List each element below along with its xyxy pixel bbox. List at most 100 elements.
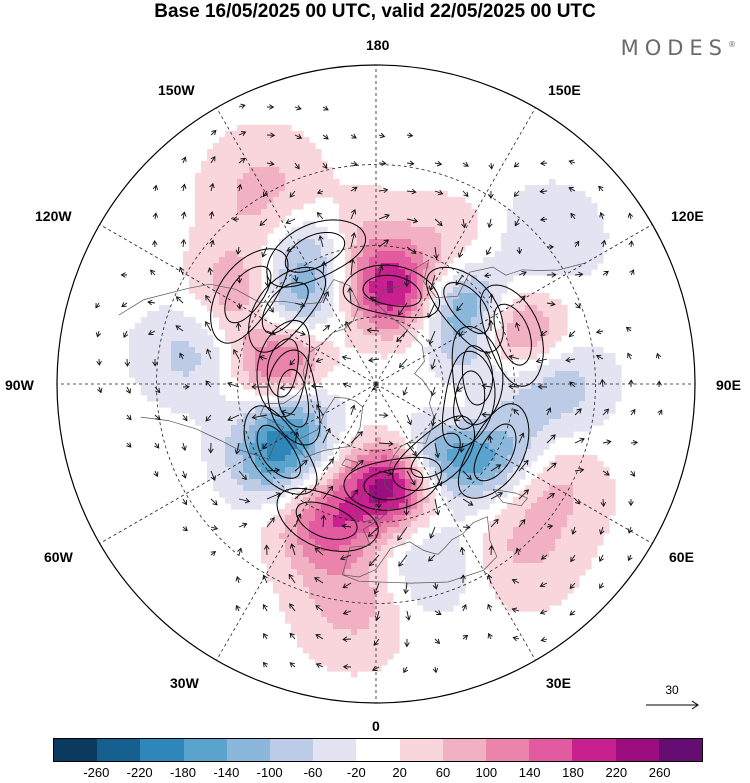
wind-vector	[378, 132, 386, 139]
field-cell	[267, 437, 274, 444]
field-cell	[417, 197, 424, 204]
field-cell	[387, 485, 394, 492]
field-cell	[345, 449, 352, 456]
field-cell	[267, 209, 274, 216]
field-cell	[243, 197, 250, 204]
field-cell	[537, 245, 544, 252]
field-cell	[297, 593, 304, 600]
field-cell	[345, 641, 352, 648]
field-cell	[447, 257, 454, 264]
field-cell	[231, 197, 238, 204]
field-cell	[267, 557, 274, 564]
field-cell	[387, 251, 394, 258]
field-cell	[279, 203, 286, 210]
field-cell	[531, 353, 538, 360]
field-cell	[489, 365, 496, 372]
field-cell	[423, 227, 430, 234]
field-cell	[513, 311, 520, 318]
field-cell	[531, 317, 538, 324]
field-cell	[513, 533, 520, 540]
field-cell	[537, 263, 544, 270]
field-cell	[267, 575, 274, 582]
field-cell	[291, 539, 298, 546]
field-cell	[201, 329, 208, 336]
field-cell	[399, 461, 406, 468]
field-cell	[387, 437, 394, 444]
field-cell	[309, 575, 316, 582]
field-cell	[231, 425, 238, 432]
field-cell	[177, 371, 184, 378]
field-cell	[237, 125, 244, 132]
field-cell	[441, 419, 448, 426]
wind-vector	[123, 330, 129, 338]
field-cell	[303, 377, 310, 384]
polar-map	[56, 64, 696, 704]
field-cell	[279, 155, 286, 162]
field-cell	[345, 557, 352, 564]
field-cell	[537, 293, 544, 300]
field-cell	[501, 383, 508, 390]
field-cell	[351, 449, 358, 456]
field-cell	[579, 239, 586, 246]
field-cell	[411, 269, 418, 276]
field-cell	[267, 215, 274, 222]
field-cell	[483, 563, 490, 570]
field-cell	[561, 239, 568, 246]
field-cell	[285, 443, 292, 450]
field-cell	[501, 533, 508, 540]
field-cell	[459, 341, 466, 348]
field-cell	[507, 221, 514, 228]
field-cell	[231, 311, 238, 318]
field-cell	[471, 395, 478, 402]
field-cell	[201, 437, 208, 444]
field-cell	[525, 497, 532, 504]
field-cell	[255, 299, 262, 306]
field-cell	[375, 641, 382, 648]
field-cell	[321, 395, 328, 402]
field-cell	[273, 431, 280, 438]
field-cell	[423, 419, 430, 426]
field-cell	[417, 515, 424, 522]
field-cell	[285, 149, 292, 156]
field-cell	[321, 251, 328, 258]
wind-vector	[210, 470, 216, 482]
field-cell	[237, 287, 244, 294]
wind-vector	[600, 498, 607, 508]
field-cell	[285, 191, 292, 198]
field-cell	[429, 431, 436, 438]
field-cell	[237, 209, 244, 216]
field-cell	[495, 521, 502, 528]
field-cell	[345, 221, 352, 228]
field-cell	[279, 137, 286, 144]
wind-vector	[398, 358, 408, 369]
field-cell	[525, 353, 532, 360]
field-cell	[465, 275, 472, 282]
field-cell	[351, 311, 358, 318]
field-cell	[291, 497, 298, 504]
field-cell	[513, 323, 520, 330]
field-cell	[351, 593, 358, 600]
field-cell	[477, 293, 484, 300]
field-cell	[561, 425, 568, 432]
field-cell	[195, 257, 202, 264]
field-cell	[543, 239, 550, 246]
field-cell	[261, 407, 268, 414]
field-cell	[315, 605, 322, 612]
field-cell	[219, 281, 226, 288]
field-cell	[339, 215, 346, 222]
wind-vector	[236, 302, 243, 310]
field-cell	[615, 371, 622, 378]
field-cell	[315, 179, 322, 186]
field-cell	[417, 593, 424, 600]
field-cell	[285, 371, 292, 378]
field-cell	[393, 287, 400, 294]
field-cell	[447, 365, 454, 372]
field-cell	[387, 443, 394, 450]
field-cell	[267, 377, 274, 384]
field-cell	[153, 335, 160, 342]
contour-line	[261, 281, 309, 335]
field-cell	[357, 515, 364, 522]
wind-vector	[430, 386, 436, 397]
field-cell	[549, 593, 556, 600]
field-cell	[609, 383, 616, 390]
